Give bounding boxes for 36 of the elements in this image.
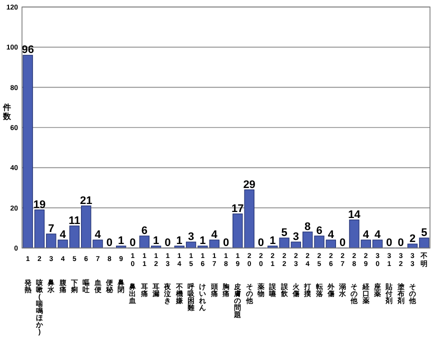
data-label: 29	[243, 178, 256, 191]
data-label: 4	[94, 228, 102, 241]
data-label: 6	[141, 224, 148, 237]
data-label: 4	[328, 228, 335, 241]
data-label: 0	[130, 237, 136, 249]
data-label: 5	[421, 226, 428, 239]
data-label: 5	[281, 226, 288, 239]
data-label: 21	[80, 194, 92, 207]
data-label: 4	[374, 228, 382, 241]
data-label: 7	[48, 222, 54, 235]
data-label: 1	[270, 234, 276, 247]
data-label: 0	[106, 237, 112, 249]
data-label: 0	[386, 237, 392, 249]
data-label: 1	[200, 234, 206, 247]
data-label: 3	[292, 230, 300, 243]
data-label: 96	[22, 44, 34, 56]
data-label: 1	[176, 234, 182, 247]
data-label: 14	[348, 208, 362, 221]
data-label: 0	[164, 237, 171, 249]
data-label: 0	[222, 237, 230, 249]
data-label: 11	[68, 214, 80, 227]
data-label: 0	[340, 237, 346, 249]
data-label: 3	[188, 230, 194, 243]
data-label: 19	[33, 198, 46, 211]
data-label: 4	[362, 228, 370, 241]
data-label: 0	[258, 237, 264, 249]
y-axis-title: 件数	[2, 103, 12, 121]
data-label: 8	[304, 220, 311, 233]
data-label: 17	[232, 202, 244, 215]
data-label: 4	[60, 228, 67, 241]
data-label: 1	[118, 234, 124, 247]
data-label: 1	[152, 234, 160, 247]
data-label: 4	[211, 228, 218, 241]
data-label: 6	[316, 224, 322, 237]
data-label: 2	[409, 232, 416, 245]
data-label: 0	[398, 237, 404, 249]
